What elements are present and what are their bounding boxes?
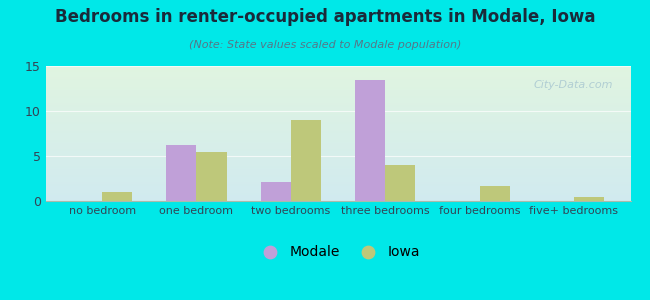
Bar [574,197,604,201]
Text: City-Data.com: City-Data.com [534,80,613,89]
Text: (Note: State values scaled to Modale population): (Note: State values scaled to Modale pop… [188,40,462,50]
Bar [355,80,385,201]
Bar [261,182,291,201]
Bar [291,120,321,201]
Bar [385,165,415,201]
Bar [480,186,510,201]
Bar [196,152,227,201]
Text: Bedrooms in renter-occupied apartments in Modale, Iowa: Bedrooms in renter-occupied apartments i… [55,8,595,26]
Bar [102,192,133,201]
Legend: Modale, Iowa: Modale, Iowa [251,239,425,264]
Bar [166,145,196,201]
